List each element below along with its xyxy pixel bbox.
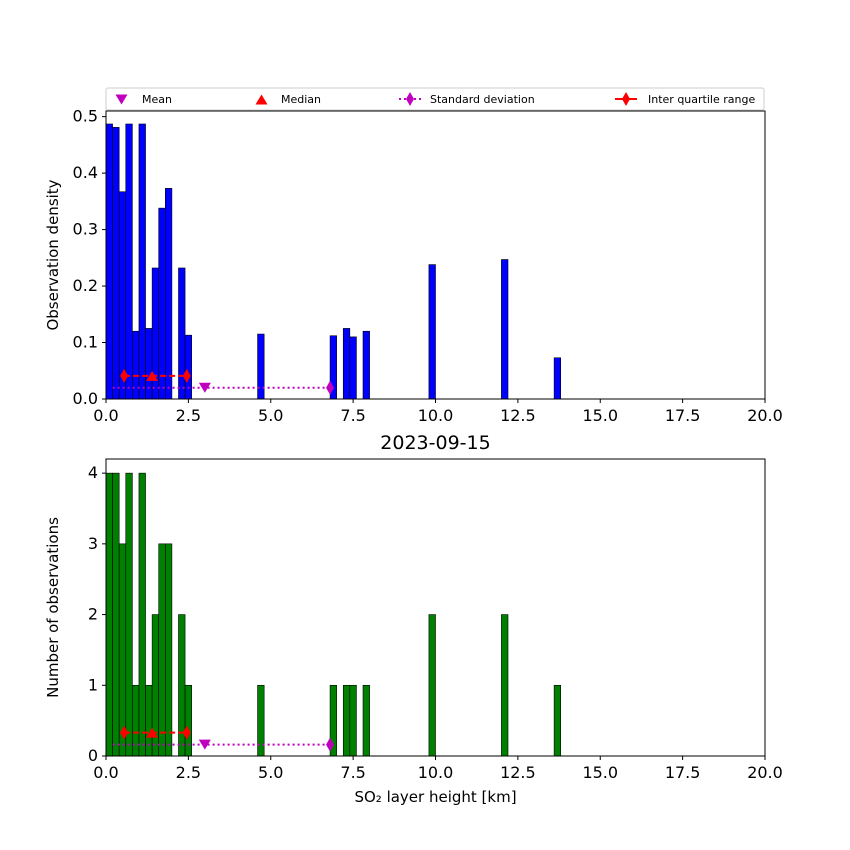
legend-iqr-label: Inter quartile range [648, 93, 755, 106]
legend-mean-marker [115, 94, 128, 105]
chart-title: 2023-09-15 [380, 432, 490, 454]
x-tick-label: 7.5 [340, 763, 365, 782]
legend-mean-label: Mean [142, 93, 172, 106]
iqr-diamond-marker [182, 725, 191, 740]
histogram-bar [553, 357, 562, 400]
x-tick-label: 20.0 [747, 406, 783, 425]
histogram-bar [428, 614, 436, 757]
histogram-bar [362, 684, 370, 757]
histogram-bar [132, 330, 140, 400]
x-tick-label: 17.5 [665, 406, 701, 425]
median-marker [146, 727, 159, 738]
histogram-bar [138, 472, 146, 757]
x-tick-label: 7.5 [340, 406, 365, 425]
histogram-bar [501, 259, 509, 400]
histogram-bar [165, 543, 173, 757]
histogram-bar [138, 123, 146, 400]
histogram-bar [158, 207, 166, 400]
legend-frame [105, 87, 765, 111]
std-diamond-marker [326, 737, 335, 752]
histogram-bar [118, 191, 127, 400]
x-axis-label: SO₂ layer height [km] [354, 788, 516, 806]
histogram-bar [105, 472, 113, 757]
legend: Mean Median Standard deviation Inter qua… [105, 87, 765, 111]
histogram-bar [349, 684, 357, 757]
x-tick-label: 20.0 [747, 763, 783, 782]
histogram-bar [428, 264, 436, 400]
y-tick-label: 4 [88, 463, 98, 482]
x-tick-label: 5.0 [258, 406, 283, 425]
histogram-bar [112, 472, 120, 757]
x-tick-label: 12.5 [500, 406, 536, 425]
x-tick-label: 17.5 [665, 763, 701, 782]
histogram-bar [184, 334, 192, 400]
histogram-bar [362, 330, 370, 400]
count-chart: 0.0 2.5 5.0 7.5 10.0 12.5 15.0 17.5 20.0 0 1 2 3 4 Num… [44, 432, 783, 806]
y-axis-label: Observation density [44, 179, 62, 330]
iqr-diamond-marker [182, 368, 191, 383]
histogram-bar [125, 123, 133, 400]
y-tick-label: 0.2 [73, 276, 98, 295]
histogram-bar [118, 543, 127, 757]
y-tick-label: 0.0 [73, 389, 98, 408]
y-tick-label: 0.5 [73, 107, 98, 126]
legend-iqr-marker [622, 92, 630, 106]
y-tick-label: 0 [88, 746, 98, 765]
histogram-bar [105, 123, 113, 400]
y-tick-label: 0.1 [73, 333, 98, 352]
histogram-bar [342, 684, 351, 757]
legend-median-label: Median [281, 93, 321, 106]
x-tick-label: 15.0 [582, 763, 618, 782]
iqr-diamond-marker [120, 368, 129, 383]
histogram-bar [125, 472, 133, 757]
legend-std-label: Standard deviation [430, 93, 535, 106]
x-tick-label: 2.5 [176, 763, 201, 782]
median-marker [146, 370, 159, 381]
legend-median-marker [255, 94, 268, 105]
x-tick-label: 12.5 [500, 763, 536, 782]
x-tick-label: 2.5 [176, 406, 201, 425]
y-tick-label: 3 [88, 534, 98, 553]
histogram-bar [501, 614, 509, 757]
histogram-bar [553, 684, 562, 757]
histogram-bar [178, 267, 186, 400]
y-tick-label: 2 [88, 605, 98, 624]
histogram-bar [342, 328, 351, 400]
std-diamond-marker [326, 380, 335, 395]
histogram-bar [349, 336, 357, 400]
x-tick-label: 10.0 [418, 763, 454, 782]
histogram-bar [112, 127, 120, 400]
y-axis-label: Number of observations [44, 517, 62, 698]
histogram-bar [165, 188, 173, 400]
iqr-diamond-marker [120, 725, 129, 740]
x-tick-label: 5.0 [258, 763, 283, 782]
mean-marker [198, 382, 211, 393]
histogram-bar [158, 543, 166, 757]
legend-std-marker [406, 92, 414, 106]
y-tick-label: 0.4 [73, 163, 98, 182]
x-tick-label: 0.0 [93, 406, 118, 425]
x-tick-label: 15.0 [582, 406, 618, 425]
density-chart: 0.0 2.5 5.0 7.5 10.0 12.5 15.0 17.5 20.0 0.0 0.1 0.… [44, 107, 783, 425]
mean-marker [198, 739, 211, 750]
histogram-bar [257, 333, 265, 400]
x-tick-label: 10.0 [418, 406, 454, 425]
y-tick-label: 0.3 [73, 220, 98, 239]
x-tick-label: 0.0 [93, 763, 118, 782]
y-tick-label: 1 [88, 675, 98, 694]
